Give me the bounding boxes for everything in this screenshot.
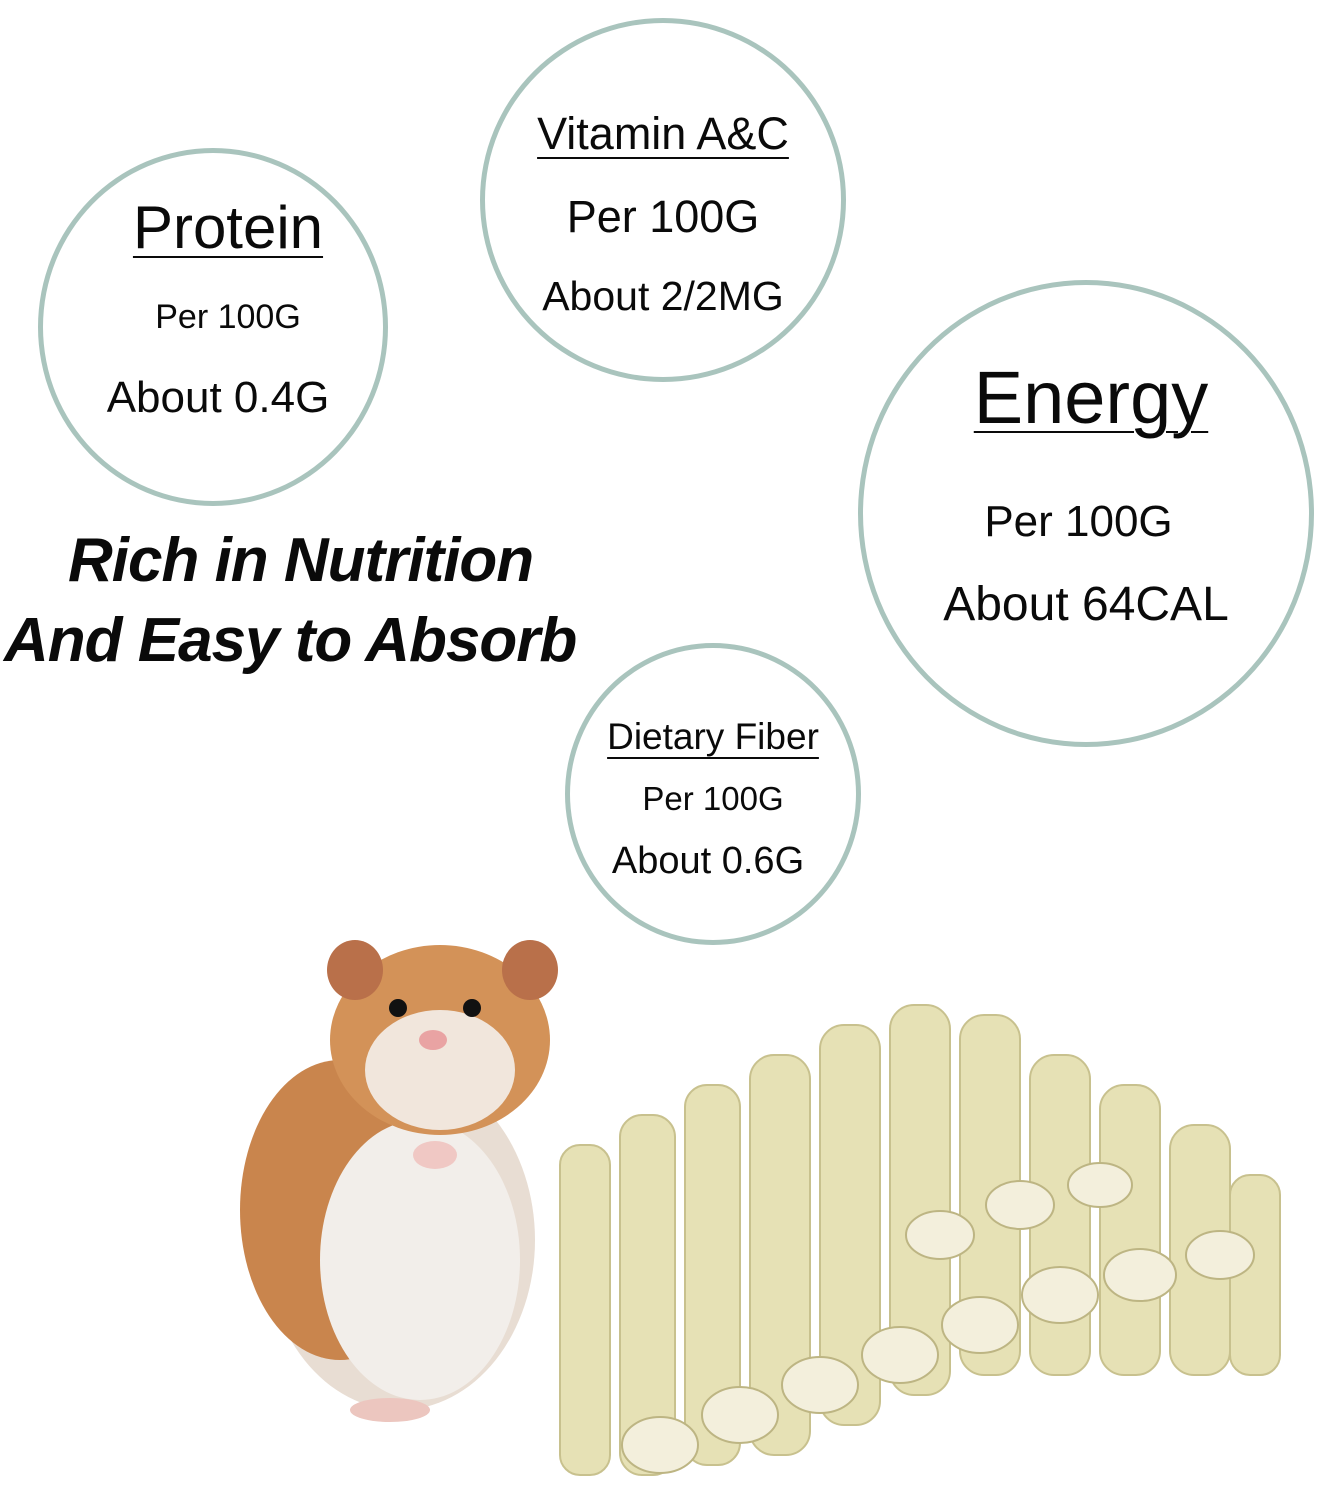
protein-basis: Per 100G [155,298,301,336]
protein-amount: About 0.4G [106,373,330,422]
energy-basis: Per 100G [984,497,1173,546]
stick [1099,1084,1161,1376]
hamster-nose [419,1030,447,1050]
hamster-face [365,1010,515,1130]
stick [819,1024,881,1426]
stick-end [1103,1248,1177,1302]
hamster-eye-left [389,999,407,1017]
energy-circle: Energy Per 100G About 64CAL [858,280,1314,747]
headline-line-1: Rich in Nutrition [68,526,534,595]
fiber-title: Dietary Fiber [607,716,819,757]
fiber-amount: About 0.6G [611,840,805,882]
vitamin-title: Vitamin A&C [537,108,789,159]
energy-amount: About 64CAL [943,578,1229,631]
headline-line-2: And Easy to Absorb [4,606,577,675]
fiber-circle: Dietary Fiber Per 100G About 0.6G [565,643,861,945]
stick-end [905,1210,975,1260]
stick [559,1144,611,1476]
stick-end [1067,1162,1133,1208]
energy-title: Energy [973,356,1209,439]
stick [684,1084,741,1466]
stick-end [861,1326,939,1384]
fiber-basis: Per 100G [642,780,784,817]
stick-end [621,1416,699,1474]
stick-end [701,1386,779,1444]
stick-end [781,1356,859,1414]
hamster-ear-left [327,940,383,1000]
hamster-belly [320,1120,520,1400]
stick-end [1185,1230,1255,1280]
protein-circle: Protein Per 100G About 0.4G [38,148,388,506]
hamster-ear-right [502,940,558,1000]
bamboo-sticks-image [559,1004,1281,1476]
stick [889,1004,951,1396]
hamster-foot [350,1398,430,1422]
vitamin-circle: Vitamin A&C Per 100G About 2/2MG [480,18,846,382]
stick [749,1054,811,1456]
hamster-paw [413,1141,457,1169]
hamster-eye-right [463,999,481,1017]
protein-title: Protein [132,194,324,261]
stick-end [985,1180,1055,1230]
stick-end [1021,1266,1099,1324]
vitamin-amount: About 2/2MG [542,273,784,319]
stick-end [941,1296,1019,1354]
hamster-image [240,940,558,1422]
stick [619,1114,676,1476]
vitamin-basis: Per 100G [566,191,760,242]
